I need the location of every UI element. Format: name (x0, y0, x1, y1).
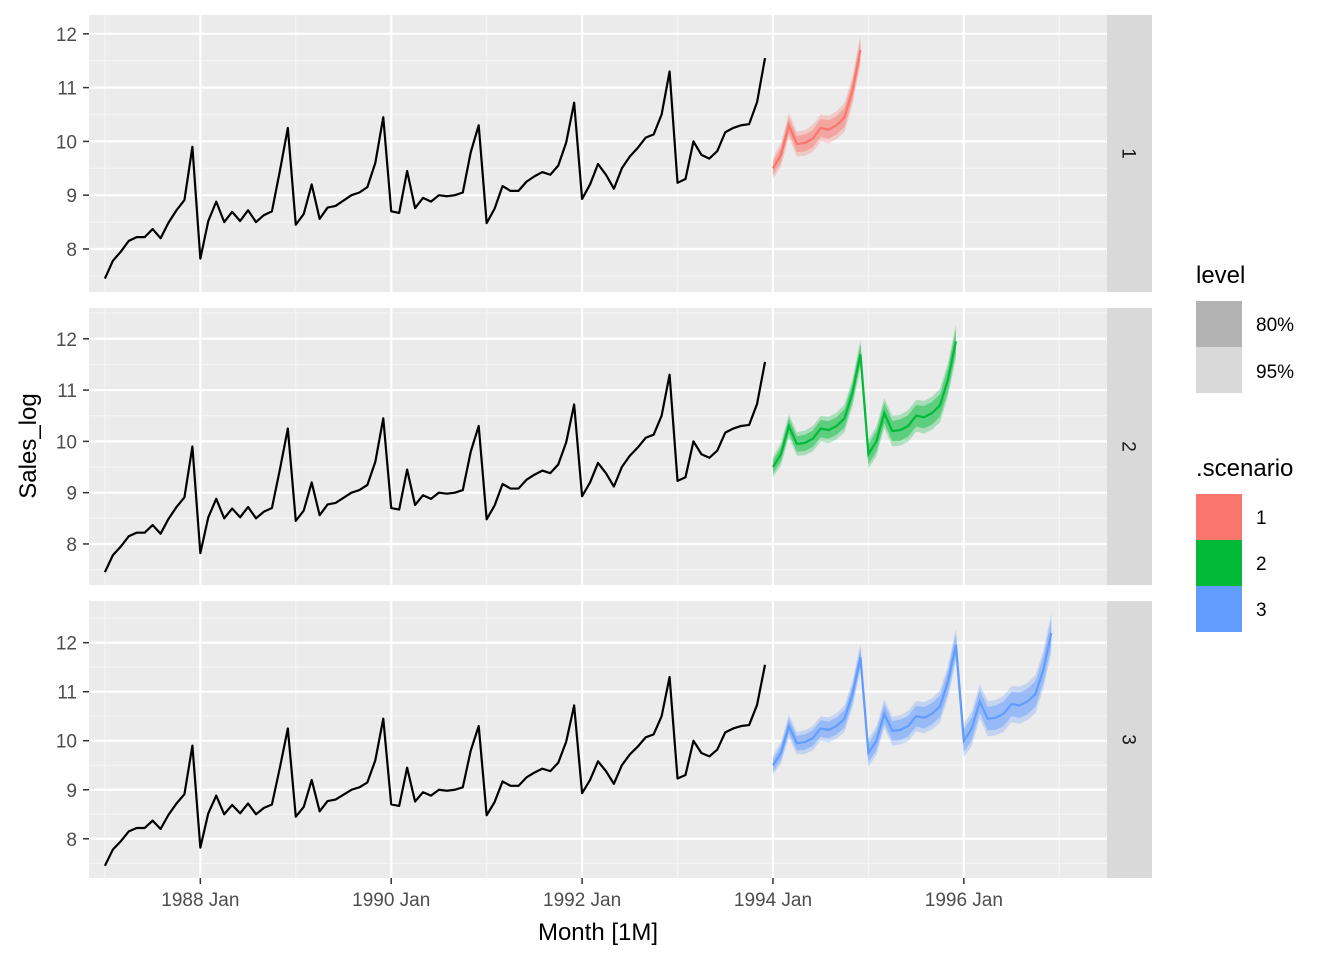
legend-level-title: level (1196, 262, 1245, 289)
forecast-mean-line (772, 632, 1053, 766)
legend: level 80% 95% .scenario 1 2 3 (1196, 262, 1294, 632)
x-tick-label: 1988 Jan (161, 890, 239, 911)
forecast-mean-line (772, 49, 862, 169)
facet-strip (1107, 601, 1152, 878)
facet-strip (1107, 308, 1152, 585)
legend-key-scenario-3 (1196, 586, 1242, 632)
y-tick-label: 11 (57, 381, 77, 402)
x-tick-label: 1990 Jan (352, 890, 430, 911)
legend-key-scenario-2 (1196, 540, 1242, 586)
y-tick-label: 8 (66, 535, 77, 556)
legend-label-scenario-2: 2 (1256, 554, 1267, 575)
panel-background (89, 15, 1107, 292)
panel-background (89, 601, 1107, 878)
y-tick-label: 10 (56, 132, 77, 153)
legend-scenario-title: .scenario (1196, 455, 1293, 482)
facet-panel-3: 8 9 10 11 12 3 (56, 601, 1152, 878)
x-axis: 1988 Jan 1990 Jan 1992 Jan 1994 Jan 1996 Jan (161, 878, 1003, 911)
legend-label-scenario-1: 1 (1256, 508, 1267, 529)
legend-label-80: 80% (1256, 315, 1294, 336)
facet-strip (1107, 15, 1152, 292)
x-tick-label: 1994 Jan (734, 890, 812, 911)
y-tick-label: 8 (66, 830, 77, 851)
y-tick-label: 11 (57, 683, 77, 704)
facet-strip-label: 2 (1118, 441, 1139, 452)
history-line (103, 57, 767, 280)
history-line (103, 361, 767, 573)
legend-label-scenario-3: 3 (1256, 600, 1267, 621)
y-tick-label: 9 (66, 186, 77, 207)
forecast-interval-95 (772, 34, 861, 180)
y-axis-title: Sales_log (15, 393, 42, 498)
y-tick-label: 8 (66, 240, 77, 261)
legend-key-80 (1196, 301, 1242, 347)
y-tick-label: 10 (56, 432, 77, 453)
y-tick-label: 10 (56, 732, 77, 753)
facet-strip-label: 3 (1118, 734, 1139, 745)
y-tick-label: 9 (66, 781, 77, 802)
panel-background (89, 308, 1107, 585)
facet-strip-label: 1 (1118, 148, 1139, 159)
x-tick-label: 1996 Jan (925, 890, 1003, 911)
facet-panel-2: 8 9 10 11 12 2 (56, 308, 1152, 585)
y-tick-label: 12 (56, 634, 77, 655)
facet-panel-1: 8 9 10 11 12 1 (56, 15, 1152, 292)
legend-key-95 (1196, 347, 1242, 393)
facet-panels: 8 9 10 11 12 1 8 9 10 11 12 2 8 9 10 11 12 3 (56, 15, 1152, 878)
legend-label-95: 95% (1256, 362, 1294, 383)
y-tick-label: 9 (66, 484, 77, 505)
x-tick-label: 1992 Jan (543, 890, 621, 911)
history-line (103, 664, 767, 867)
forecast-mean-line (772, 341, 957, 468)
legend-key-scenario-1 (1196, 494, 1242, 540)
y-tick-label: 12 (56, 330, 77, 351)
x-axis-title: Month [1M] (538, 919, 658, 946)
y-tick-label: 11 (57, 79, 77, 100)
y-tick-label: 12 (56, 25, 77, 46)
